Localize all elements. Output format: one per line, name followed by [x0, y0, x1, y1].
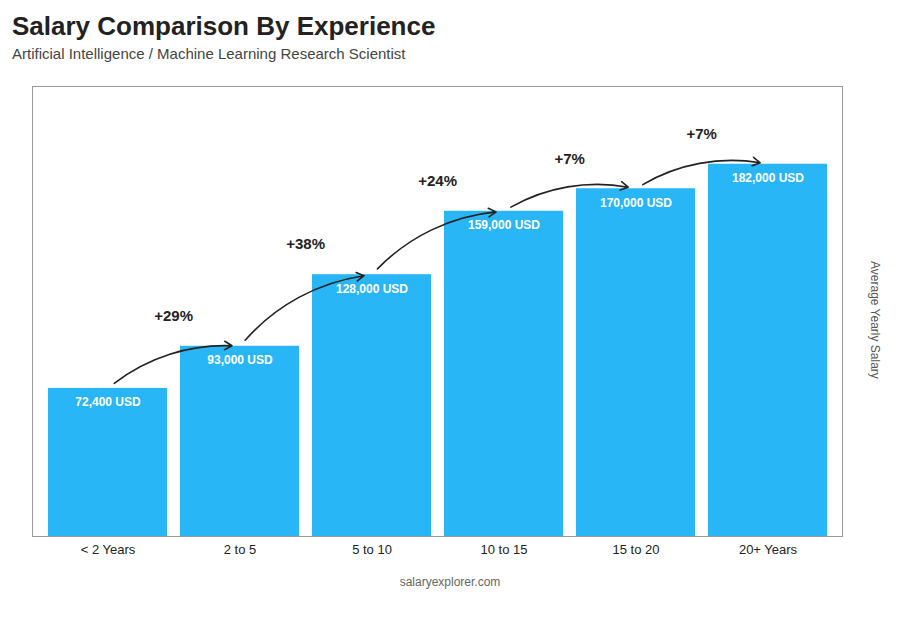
svg-text:93,000 USD: 93,000 USD [207, 353, 273, 367]
svg-text:2 to 5: 2 to 5 [224, 542, 257, 557]
html-text:Average Yearly Salary: Average Yearly Salary [868, 261, 882, 379]
svg-text:128,000 USD: 128,000 USD [336, 282, 408, 296]
svg-text:< 2 Years: < 2 Years [81, 542, 136, 557]
html-text:Salary Comparison By Experienc: Salary Comparison By Experience [12, 11, 436, 41]
svg-text:170,000 USD: 170,000 USD [600, 196, 672, 210]
svg-text:159,000 USD: 159,000 USD [468, 218, 540, 232]
svg-text:5 to 10: 5 to 10 [352, 542, 392, 557]
svg-text:10 to 15: 10 to 15 [481, 542, 528, 557]
svg-text:+7%: +7% [686, 125, 716, 142]
svg-text:+29%: +29% [154, 307, 193, 324]
svg-text:+38%: +38% [286, 235, 325, 252]
svg-text:+7%: +7% [554, 150, 584, 167]
svg-text:15 to 20: 15 to 20 [613, 542, 660, 557]
svg-text:+24%: +24% [418, 172, 457, 189]
html-text:Artificial Intelligence / Mach: Artificial Intelligence / Machine Learni… [12, 45, 406, 62]
svg-text:20+ Years: 20+ Years [739, 542, 798, 557]
svg-text:72,400 USD: 72,400 USD [75, 395, 141, 409]
html-text:salaryexplorer.com: salaryexplorer.com [399, 575, 501, 589]
svg-text:182,000 USD: 182,000 USD [732, 171, 804, 185]
